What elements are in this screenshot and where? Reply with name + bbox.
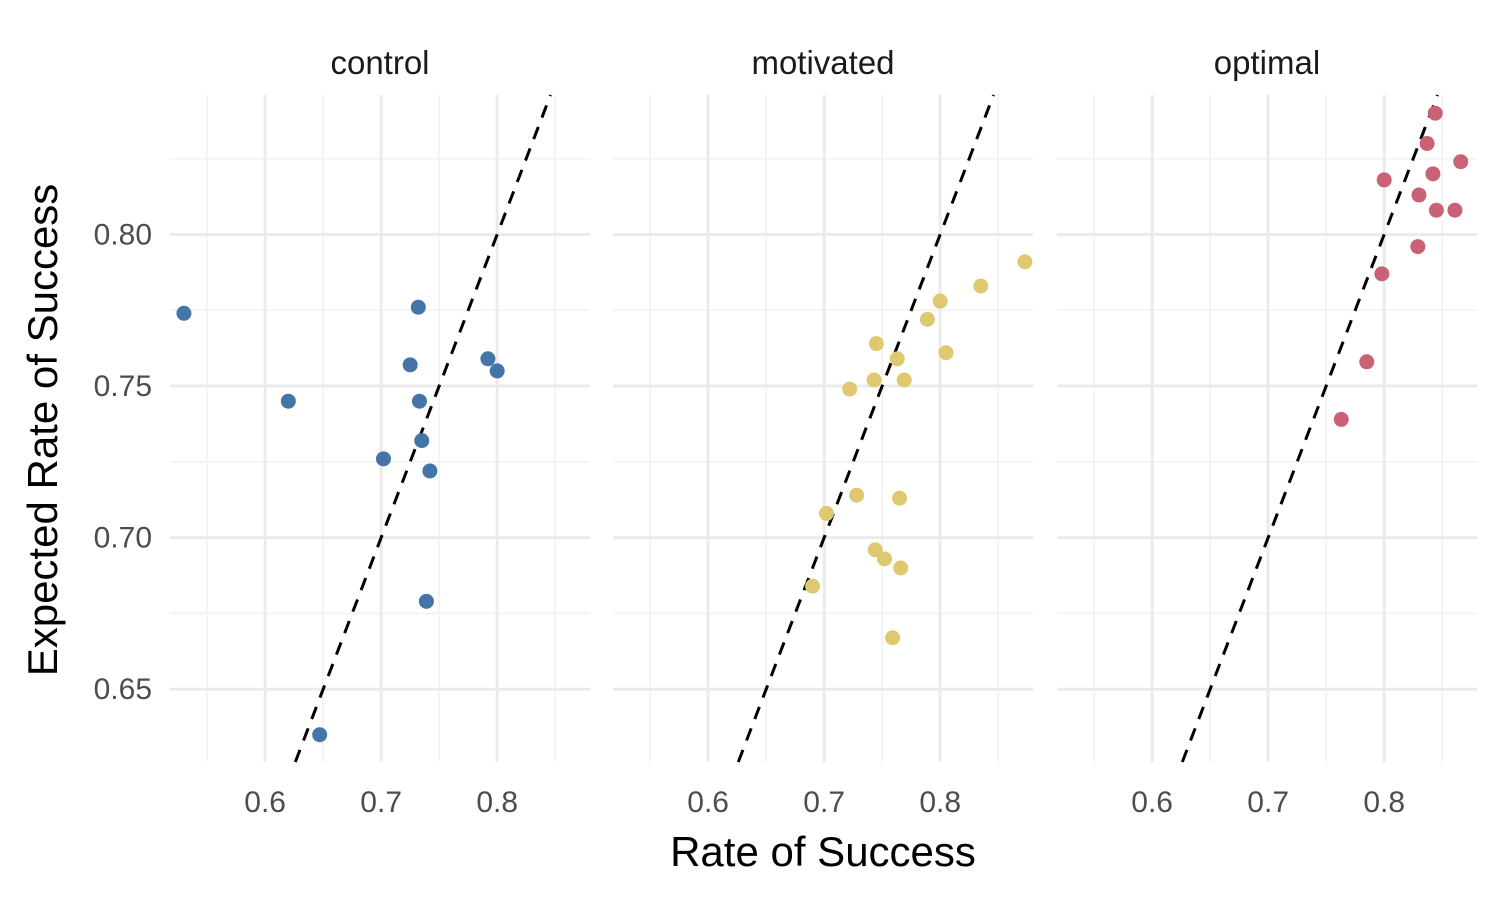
facet-title: control bbox=[330, 44, 429, 81]
reference-line bbox=[293, 94, 552, 763]
facet-title: motivated bbox=[751, 44, 894, 81]
data-point bbox=[422, 463, 438, 479]
data-point bbox=[414, 433, 430, 449]
data-point bbox=[885, 630, 901, 646]
x-tick-label: 0.8 bbox=[1363, 786, 1405, 819]
data-point bbox=[1427, 105, 1443, 121]
data-point bbox=[1333, 411, 1349, 427]
data-point bbox=[842, 381, 858, 397]
x-tick-label: 0.8 bbox=[919, 786, 961, 819]
data-point bbox=[402, 357, 418, 373]
data-point bbox=[489, 363, 505, 379]
x-tick-label: 0.8 bbox=[476, 786, 518, 819]
data-point bbox=[805, 578, 821, 594]
data-point bbox=[418, 593, 434, 609]
data-point bbox=[1376, 172, 1392, 188]
data-point bbox=[849, 487, 865, 503]
data-point bbox=[889, 351, 905, 367]
x-tick-label: 0.7 bbox=[1247, 786, 1289, 819]
x-tick-label: 0.6 bbox=[687, 786, 729, 819]
data-point bbox=[919, 311, 935, 327]
data-point bbox=[280, 393, 296, 409]
x-axis-title: Rate of Success bbox=[670, 828, 976, 875]
data-point bbox=[893, 560, 909, 576]
data-point bbox=[867, 542, 883, 558]
y-tick-label: 0.75 bbox=[94, 370, 152, 403]
data-point bbox=[938, 345, 954, 361]
y-tick-label: 0.65 bbox=[94, 673, 152, 706]
data-point bbox=[411, 393, 427, 409]
data-point bbox=[410, 299, 426, 315]
panel-motivated: motivated 0.6 0.7 0.8 bbox=[613, 44, 1033, 819]
y-tick-label: 0.80 bbox=[94, 218, 152, 251]
data-point bbox=[1410, 239, 1426, 255]
y-axis-title: Expected Rate of Success bbox=[19, 184, 66, 677]
panel-optimal: optimal 0.6 0.7 0.8 bbox=[1057, 44, 1477, 819]
data-point bbox=[868, 336, 884, 352]
data-point bbox=[480, 351, 496, 367]
data-point bbox=[1359, 354, 1375, 370]
data-point bbox=[973, 278, 989, 294]
x-tick-label: 0.7 bbox=[803, 786, 845, 819]
data-point bbox=[176, 305, 192, 321]
y-tick-label: 0.70 bbox=[94, 522, 152, 555]
data-point bbox=[1411, 187, 1427, 203]
reference-line bbox=[736, 94, 995, 763]
data-point bbox=[1447, 202, 1463, 218]
data-point bbox=[818, 505, 834, 521]
x-tick-label: 0.7 bbox=[360, 786, 402, 819]
data-point bbox=[312, 727, 328, 743]
data-point bbox=[876, 551, 892, 567]
reference-line bbox=[1180, 94, 1439, 763]
data-point bbox=[896, 372, 912, 388]
y-axis: 0.65 0.70 0.75 0.80 bbox=[94, 218, 152, 706]
data-point bbox=[1425, 166, 1441, 182]
data-point bbox=[866, 372, 882, 388]
data-point bbox=[1419, 136, 1435, 152]
facet-title: optimal bbox=[1214, 44, 1320, 81]
data-point bbox=[1453, 154, 1469, 170]
data-point bbox=[1428, 202, 1444, 218]
x-tick-label: 0.6 bbox=[1131, 786, 1173, 819]
panel-control: control 0.6 0.7 0.8 bbox=[170, 44, 590, 819]
x-tick-label: 0.6 bbox=[244, 786, 286, 819]
data-point bbox=[932, 293, 948, 309]
data-point bbox=[1017, 254, 1033, 270]
data-point bbox=[892, 490, 908, 506]
data-point bbox=[1374, 266, 1390, 282]
data-point bbox=[375, 451, 391, 467]
